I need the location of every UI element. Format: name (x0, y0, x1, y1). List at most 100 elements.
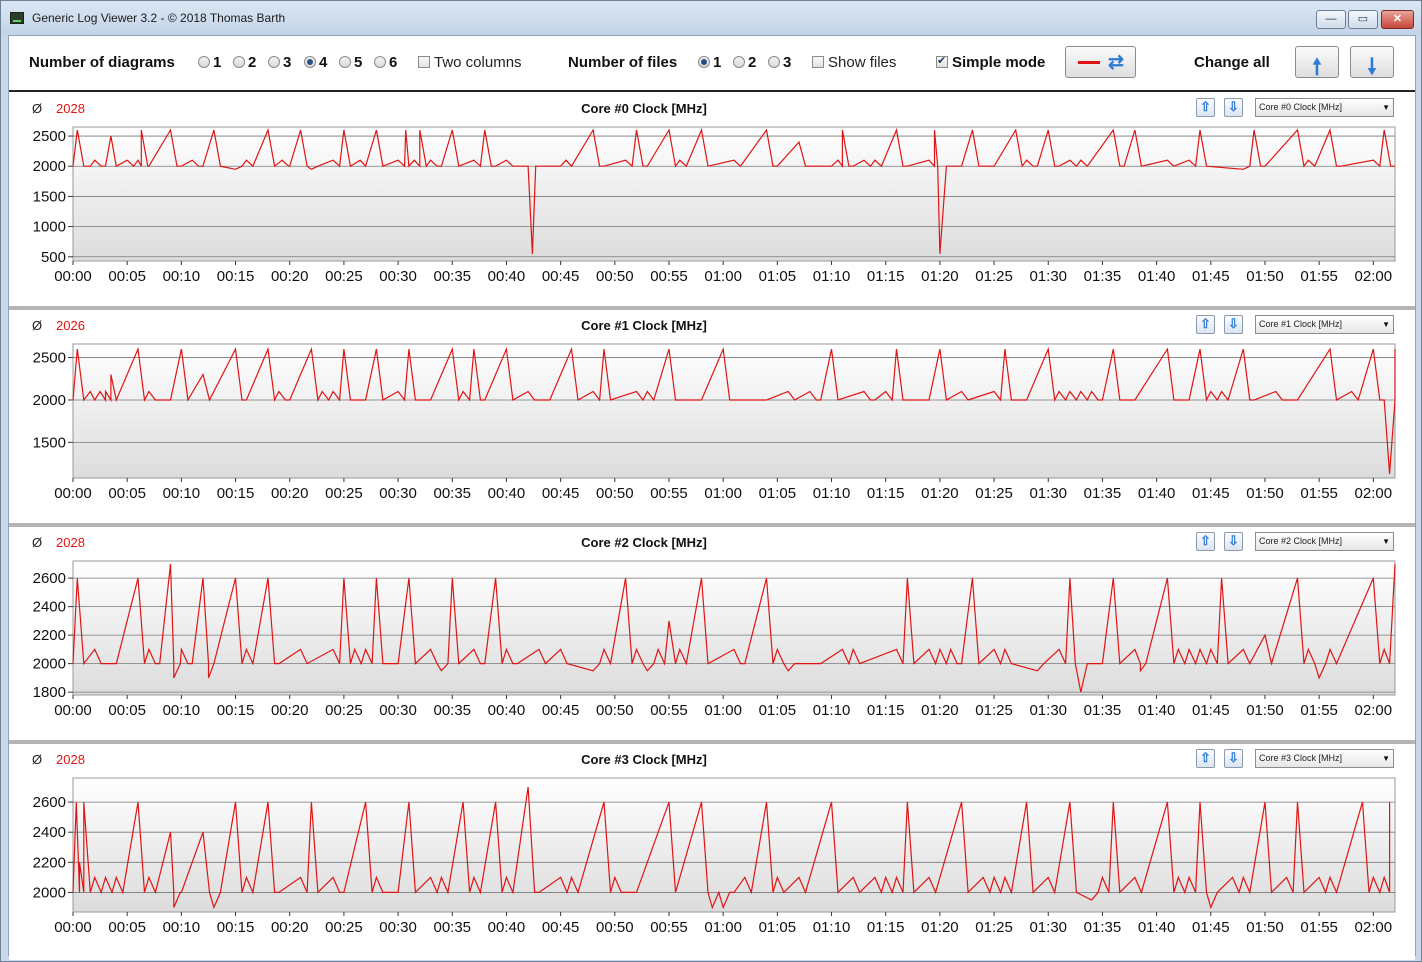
panel-splitter[interactable] (9, 306, 1415, 310)
series-select-value: Core #2 Clock [MHz] (1259, 536, 1343, 546)
files-radio-3-label[interactable]: 3 (783, 54, 792, 71)
two-columns-checkbox[interactable] (418, 56, 430, 68)
x-tick-label: 01:05 (759, 485, 797, 502)
two-columns-label[interactable]: Two columns (434, 54, 522, 71)
move-down-icon[interactable]: ⇩ (1224, 315, 1243, 334)
x-tick-label: 01:05 (759, 702, 797, 719)
x-tick-label: 01:45 (1192, 485, 1230, 502)
diagrams-radio-2[interactable] (233, 56, 245, 68)
diagrams-radio-2-label[interactable]: 2 (248, 54, 257, 71)
files-radio-2-label[interactable]: 2 (748, 54, 757, 71)
files-radio-1[interactable] (698, 56, 710, 68)
panel-splitter[interactable] (9, 523, 1415, 527)
average-symbol: Ø (32, 101, 43, 116)
x-tick-label: 00:35 (433, 919, 471, 936)
x-tick-label: 00:25 (325, 268, 363, 285)
x-tick-label: 01:30 (1029, 702, 1067, 719)
minimize-button[interactable]: — (1316, 10, 1346, 29)
diagrams-radio-3[interactable] (268, 56, 280, 68)
move-up-all-button[interactable]: 🠕 (1295, 46, 1339, 79)
x-tick-label: 01:05 (759, 268, 797, 285)
x-tick-label: 01:45 (1192, 702, 1230, 719)
close-button[interactable]: ✕ (1381, 10, 1414, 29)
diagrams-radio-5-label[interactable]: 5 (354, 54, 363, 71)
title-bar[interactable]: Generic Log Viewer 3.2 - © 2018 Thomas B… (1, 1, 1421, 35)
x-tick-label: 01:20 (921, 485, 959, 502)
x-tick-label: 00:30 (379, 702, 417, 719)
move-up-icon[interactable]: ⇧ (1196, 315, 1215, 334)
y-tick-label: 2000 (33, 884, 66, 901)
x-tick-label: 00:40 (488, 485, 526, 502)
diagrams-radio-5[interactable] (339, 56, 351, 68)
diagram-panel: Ø 2028 Core #2 Clock [MHz] ⇧ ⇩ Core #2 C… (9, 528, 1415, 743)
y-tick-label: 2600 (33, 794, 66, 811)
files-radio-3[interactable] (768, 56, 780, 68)
x-tick-label: 00:00 (54, 268, 92, 285)
x-tick-label: 01:35 (1084, 268, 1122, 285)
series-select[interactable]: Core #2 Clock [MHz] ▼ (1255, 532, 1394, 551)
move-down-icon[interactable]: ⇩ (1224, 98, 1243, 117)
move-up-icon[interactable]: ⇧ (1196, 749, 1215, 768)
x-tick-label: 01:25 (975, 919, 1013, 936)
panel-splitter[interactable] (9, 740, 1415, 744)
x-tick-label: 00:05 (108, 702, 146, 719)
chart-area: 2000 2200 2400 2600 00:00 00:05 00:10 00:15 00:2… (33, 777, 1396, 936)
simple-mode-label[interactable]: Simple mode (952, 54, 1046, 71)
show-files-label[interactable]: Show files (828, 54, 897, 71)
files-radio-2[interactable] (733, 56, 745, 68)
x-tick-label: 01:55 (1300, 268, 1338, 285)
diagrams-radio-1-label[interactable]: 1 (213, 54, 222, 71)
x-tick-label: 00:15 (217, 919, 255, 936)
x-tick-label: 02:00 (1355, 268, 1393, 285)
move-up-icon[interactable]: ⇧ (1196, 98, 1215, 117)
simple-mode-checkbox[interactable] (936, 54, 948, 68)
x-tick-label: 00:25 (325, 702, 363, 719)
diagrams-radio-3-label[interactable]: 3 (283, 54, 292, 71)
diagrams-radio-4-label[interactable]: 4 (319, 54, 328, 71)
diagrams-radio-6[interactable] (374, 56, 386, 68)
diagrams-radio-4[interactable] (304, 56, 316, 68)
x-tick-label: 00:15 (217, 268, 255, 285)
series-select[interactable]: Core #0 Clock [MHz] ▼ (1255, 98, 1394, 117)
move-down-icon[interactable]: ⇩ (1224, 532, 1243, 551)
move-down-icon[interactable]: ⇩ (1224, 749, 1243, 768)
x-tick-label: 01:00 (704, 919, 742, 936)
line-color-swatch (1078, 61, 1100, 64)
x-tick-label: 01:15 (867, 702, 905, 719)
files-radio-1-label[interactable]: 1 (713, 54, 722, 71)
average-symbol: Ø (32, 535, 43, 550)
x-tick-label: 00:05 (108, 268, 146, 285)
toolbar: Number of diagrams 1 2 3 4 5 6 Two colum… (9, 36, 1415, 92)
x-tick-label: 01:10 (813, 702, 851, 719)
line-style-refresh-button[interactable]: ⇄ (1065, 46, 1136, 78)
y-tick-label: 1000 (33, 219, 66, 236)
x-tick-label: 01:25 (975, 268, 1013, 285)
y-tick-label: 2500 (33, 128, 66, 145)
x-tick-label: 00:05 (108, 485, 146, 502)
x-tick-label: 00:55 (650, 919, 688, 936)
x-tick-label: 01:20 (921, 702, 959, 719)
series-select-value: Core #1 Clock [MHz] (1259, 319, 1343, 329)
x-tick-label: 01:55 (1300, 702, 1338, 719)
x-tick-label: 01:55 (1300, 919, 1338, 936)
series-select[interactable]: Core #1 Clock [MHz] ▼ (1255, 315, 1394, 334)
x-tick-label: 01:30 (1029, 268, 1067, 285)
chevron-down-icon: ▼ (1382, 537, 1390, 546)
diagrams-radio-1[interactable] (198, 56, 210, 68)
plot-background (72, 560, 1396, 696)
chevron-down-icon: ▼ (1382, 103, 1390, 112)
series-select[interactable]: Core #3 Clock [MHz] ▼ (1255, 749, 1394, 768)
diagrams-radio-6-label[interactable]: 6 (389, 54, 398, 71)
move-down-all-button[interactable]: 🠗 (1350, 46, 1394, 79)
x-tick-label: 01:15 (867, 919, 905, 936)
x-tick-label: 02:00 (1355, 702, 1393, 719)
y-tick-label: 2400 (33, 824, 66, 841)
show-files-checkbox[interactable] (812, 56, 824, 68)
x-tick-label: 00:05 (108, 919, 146, 936)
number-of-diagrams-label: Number of diagrams (29, 54, 175, 71)
maximize-button[interactable]: ▭ (1348, 10, 1378, 29)
y-tick-label: 2600 (33, 570, 66, 587)
move-up-icon[interactable]: ⇧ (1196, 532, 1215, 551)
series-line (72, 563, 1396, 693)
